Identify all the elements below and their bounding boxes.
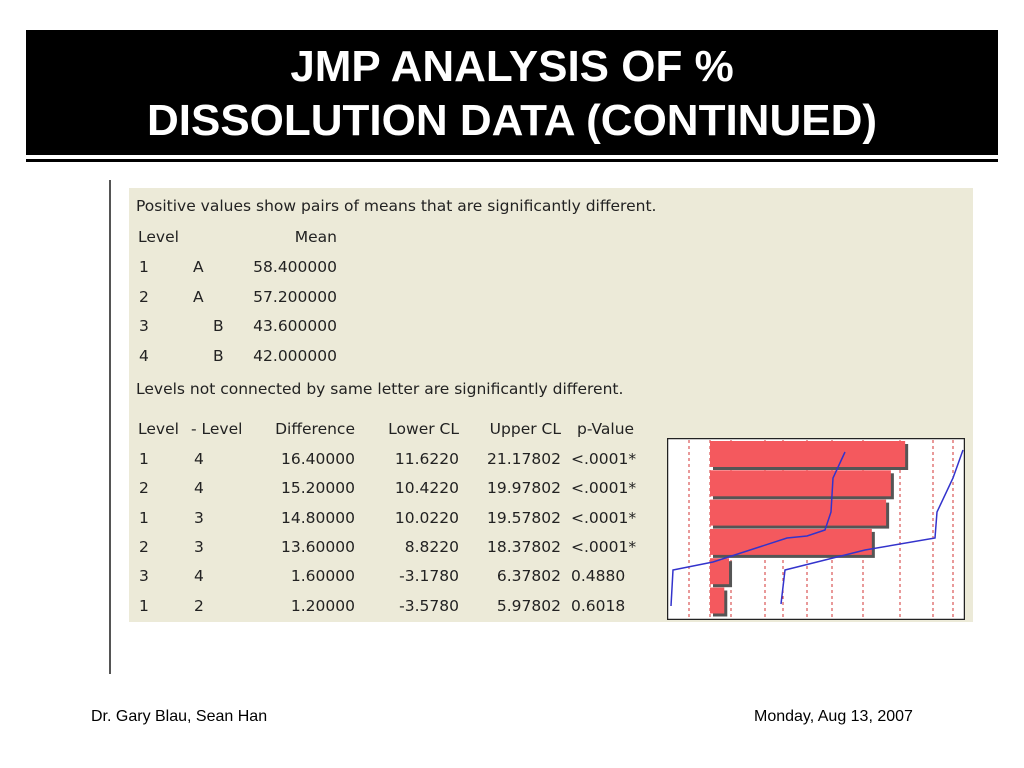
diff-row-p-value: <.0001* <box>571 537 637 556</box>
means-row-letter: A <box>193 258 204 276</box>
diff-row-level: 1 <box>139 508 149 527</box>
means-row-mean: 58.400000 <box>253 258 337 276</box>
diff-header-lower-cl: Lower CL <box>388 420 459 438</box>
diff-row-p-value: 0.6018 <box>571 596 626 615</box>
plot-bar <box>710 558 730 585</box>
diff-row-upper-cl: 18.37802 <box>487 537 561 556</box>
diff-row-difference: 14.80000 <box>281 508 355 527</box>
diff-row-p-value: <.0001* <box>571 479 637 498</box>
plot-bar <box>710 499 887 526</box>
means-row-level: 1 <box>139 258 149 276</box>
difference-bar-plot <box>667 438 965 620</box>
diff-row-lower-cl: 11.6220 <box>394 450 459 468</box>
diff-row-difference: 13.60000 <box>281 537 355 556</box>
diff-row-minus-level: 4 <box>194 567 204 586</box>
diff-row-lower-cl: -3.5780 <box>399 596 459 615</box>
diff-header-upper-cl: Upper CL <box>489 420 561 438</box>
means-header-mean: Mean <box>294 228 337 246</box>
plot-quantile-curve-left <box>670 451 846 607</box>
diff-row-level: 2 <box>139 479 149 498</box>
means-row-letter: B <box>213 346 224 365</box>
slide-title-line-2: DISSOLUTION DATA (CONTINUED) <box>146 96 878 145</box>
plot-bar <box>710 470 891 497</box>
diff-row-difference: 15.20000 <box>281 479 355 498</box>
plot-bar <box>710 528 872 555</box>
means-row-mean: 43.600000 <box>253 317 337 335</box>
footer-authors: Dr. Gary Blau, Sean Han <box>91 708 268 725</box>
left-vertical-rule <box>109 180 111 674</box>
diff-row-upper-cl: 19.57802 <box>487 508 561 527</box>
means-row-letter: B <box>213 317 224 335</box>
diff-row-upper-cl: 19.97802 <box>487 479 561 498</box>
diff-row-difference: 1.20000 <box>290 596 355 615</box>
diff-row-minus-level: 3 <box>194 537 204 556</box>
diff-row-lower-cl: -3.1780 <box>399 567 459 586</box>
diff-row-minus-level: 4 <box>194 450 204 468</box>
title-underline <box>26 159 998 162</box>
jmp-output-panel: Positive values show pairs of means that… <box>129 188 973 622</box>
diff-row-level: 2 <box>139 537 149 556</box>
diff-header-difference: Difference <box>275 420 355 438</box>
diff-row-level: 3 <box>139 567 149 586</box>
slide-title-line-1: JMP ANALYSIS OF % <box>290 42 734 91</box>
diff-row-lower-cl: 10.0220 <box>394 508 459 527</box>
diff-row-difference: 1.60000 <box>290 567 355 586</box>
diff-header-minus-level: - Level <box>191 420 243 438</box>
means-row-level: 3 <box>139 317 149 335</box>
diff-row-minus-level: 4 <box>194 479 204 498</box>
means-header-level: Level <box>138 228 179 246</box>
title-bar: JMP ANALYSIS OF % DISSOLUTION DATA (CONT… <box>26 30 998 155</box>
diff-row-upper-cl: 5.97802 <box>496 596 561 615</box>
plot-bar <box>710 441 906 467</box>
means-row-letter: A <box>193 287 204 306</box>
diff-row-p-value: <.0001* <box>571 450 637 468</box>
diff-header-level: Level <box>138 420 179 438</box>
plot-bar <box>710 587 725 614</box>
diff-row-level: 1 <box>139 596 149 615</box>
diff-row-upper-cl: 21.17802 <box>487 450 561 468</box>
means-row-level: 2 <box>139 287 149 306</box>
diff-row-level: 1 <box>139 450 149 468</box>
means-row-mean: 42.000000 <box>253 346 337 365</box>
letters-note: Levels not connected by same letter are … <box>136 380 624 398</box>
footer-date: Monday, Aug 13, 2007 <box>754 708 913 725</box>
diff-row-upper-cl: 6.37802 <box>496 567 561 586</box>
diff-row-lower-cl: 10.4220 <box>394 479 459 498</box>
diff-row-p-value: <.0001* <box>571 508 637 527</box>
diff-header-p-value: p-Value <box>577 420 635 438</box>
diff-row-p-value: 0.4880 <box>571 567 626 586</box>
intro-note: Positive values show pairs of means that… <box>136 197 657 215</box>
plot-quantile-curve-right <box>780 449 964 605</box>
diff-row-lower-cl: 8.8220 <box>404 537 459 556</box>
means-row-mean: 57.200000 <box>253 287 337 306</box>
diff-row-minus-level: 2 <box>194 596 204 615</box>
diff-row-difference: 16.40000 <box>281 450 355 468</box>
diff-row-minus-level: 3 <box>194 508 204 527</box>
means-row-level: 4 <box>139 346 149 365</box>
